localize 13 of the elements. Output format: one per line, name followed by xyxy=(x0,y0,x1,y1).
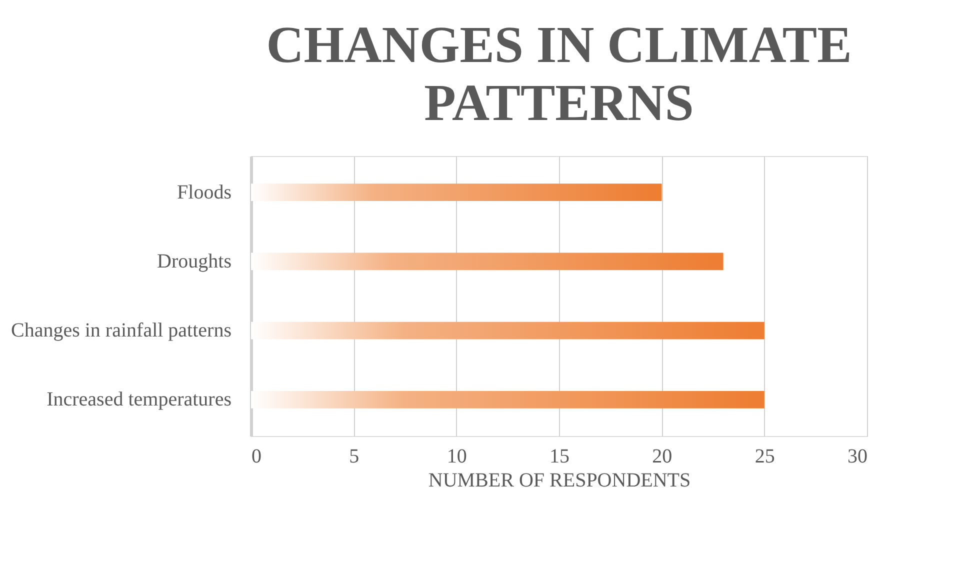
chart-title: CHANGES IN CLIMATE PATTERNS xyxy=(266,17,852,132)
x-tick-label: 25 xyxy=(754,446,775,468)
y-tick-label: Floods xyxy=(177,181,232,204)
x-tick-label: 20 xyxy=(652,446,672,468)
x-tick-label: 30 xyxy=(848,446,868,468)
x-axis-title: NUMBER OF RESPONDENTS xyxy=(428,470,691,492)
x-tick-label: 10 xyxy=(446,446,467,468)
y-tick-label: Increased temperatures xyxy=(46,388,232,411)
x-tick-label: 15 xyxy=(550,446,570,468)
x-tick-label: 5 xyxy=(349,446,360,468)
y-tick-label: Droughts xyxy=(157,250,232,272)
y-tick-label: Changes in rainfall patterns xyxy=(11,320,232,342)
x-tick-label: 0 xyxy=(252,446,262,468)
